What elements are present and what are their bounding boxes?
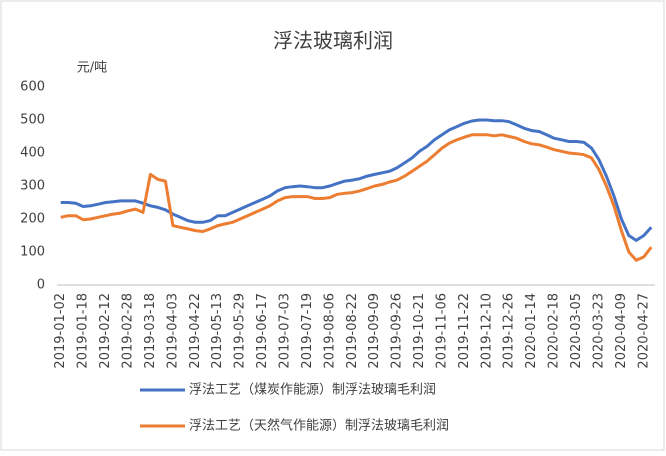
x-tick-label: 2019-09-26 <box>390 293 405 369</box>
series-line <box>60 118 653 242</box>
x-tick-label: 2019-06-17 <box>255 293 270 369</box>
x-tick-label: 2019-04-22 <box>188 293 203 369</box>
x-tick-label: 2019-12-10 <box>479 293 494 369</box>
chart-title: 浮法玻璃利润 <box>273 29 393 53</box>
y-tick-label: 600 <box>20 80 45 95</box>
y-tick-label: 500 <box>20 113 45 128</box>
y-tick-label: 200 <box>20 212 45 227</box>
x-tick-label: 2020-04-27 <box>636 293 651 369</box>
legend-label: 浮法工艺（煤炭作能源）制浮法玻璃毛利润 <box>189 383 436 398</box>
x-tick-label: 2019-10-21 <box>412 293 427 369</box>
x-tick-label: 2019-07-03 <box>277 293 292 369</box>
x-tick-label: 2020-04-09 <box>614 293 629 369</box>
x-tick-label: 2019-08-06 <box>322 293 337 369</box>
y-tick-label: 100 <box>20 245 45 260</box>
x-tick-label: 2019-11-22 <box>457 293 472 369</box>
x-tick-label: 2020-01-14 <box>524 293 539 369</box>
x-tick-label: 2020-02-18 <box>547 293 562 369</box>
x-tick-label: 2019-05-29 <box>233 293 248 369</box>
x-tick-label: 2019-08-22 <box>345 293 360 369</box>
x-tick-label: 2019-12-26 <box>502 293 517 369</box>
y-tick-label: 400 <box>20 146 45 161</box>
x-tick-label: 2019-09-09 <box>367 293 382 369</box>
y-tick-label: 0 <box>37 278 45 293</box>
x-tick-label: 2019-04-03 <box>165 293 180 369</box>
x-tick-label: 2019-07-19 <box>300 293 315 369</box>
series-line <box>60 133 653 262</box>
x-tick-label: 2019-11-06 <box>434 293 449 369</box>
y-tick-label: 300 <box>20 179 45 194</box>
x-tick-label: 2019-03-18 <box>143 293 158 369</box>
x-tick-label: 2019-05-13 <box>210 293 225 369</box>
x-tick-label: 2020-03-23 <box>591 293 606 369</box>
y-axis-label: 元/吨 <box>77 61 107 76</box>
x-tick-label: 2020-03-05 <box>569 293 584 369</box>
x-tick-label: 2019-02-12 <box>98 293 113 369</box>
x-tick-label: 2019-01-18 <box>76 293 91 369</box>
x-tick-label: 2019-02-28 <box>121 293 136 369</box>
legend-label: 浮法工艺（天然气作能源）制浮法玻璃毛利润 <box>189 418 449 434</box>
x-tick-label: 2019-01-02 <box>53 293 68 369</box>
